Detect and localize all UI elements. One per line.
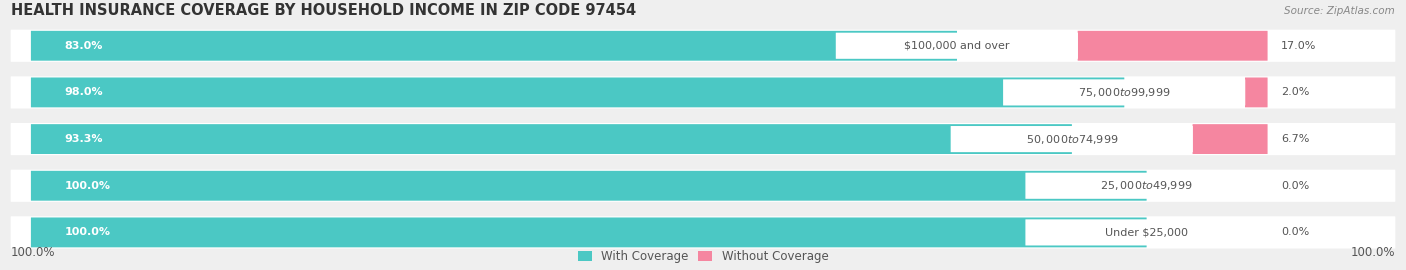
FancyBboxPatch shape — [31, 171, 1147, 201]
Text: 100.0%: 100.0% — [1351, 247, 1395, 259]
FancyBboxPatch shape — [11, 170, 1395, 202]
FancyBboxPatch shape — [31, 217, 1147, 247]
FancyBboxPatch shape — [11, 123, 1395, 155]
FancyBboxPatch shape — [31, 31, 957, 61]
FancyBboxPatch shape — [1077, 31, 1268, 61]
Text: 100.0%: 100.0% — [65, 181, 111, 191]
Text: 0.0%: 0.0% — [1281, 181, 1309, 191]
FancyBboxPatch shape — [1192, 124, 1268, 154]
FancyBboxPatch shape — [1025, 219, 1268, 245]
FancyBboxPatch shape — [11, 216, 1395, 248]
Text: Under $25,000: Under $25,000 — [1105, 227, 1188, 237]
FancyBboxPatch shape — [1025, 173, 1268, 199]
FancyBboxPatch shape — [950, 126, 1192, 152]
Text: HEALTH INSURANCE COVERAGE BY HOUSEHOLD INCOME IN ZIP CODE 97454: HEALTH INSURANCE COVERAGE BY HOUSEHOLD I… — [11, 3, 636, 18]
Text: 100.0%: 100.0% — [65, 227, 111, 237]
Text: $100,000 and over: $100,000 and over — [904, 41, 1010, 51]
FancyBboxPatch shape — [11, 30, 1395, 62]
Text: 93.3%: 93.3% — [65, 134, 103, 144]
FancyBboxPatch shape — [1244, 77, 1268, 107]
FancyBboxPatch shape — [31, 77, 1125, 107]
FancyBboxPatch shape — [11, 76, 1395, 109]
Text: Source: ZipAtlas.com: Source: ZipAtlas.com — [1284, 6, 1395, 16]
FancyBboxPatch shape — [1002, 79, 1246, 106]
Text: $75,000 to $99,999: $75,000 to $99,999 — [1078, 86, 1170, 99]
Text: 6.7%: 6.7% — [1281, 134, 1309, 144]
Text: 0.0%: 0.0% — [1281, 227, 1309, 237]
FancyBboxPatch shape — [835, 33, 1078, 59]
Text: 83.0%: 83.0% — [65, 41, 103, 51]
FancyBboxPatch shape — [31, 124, 1071, 154]
Text: 100.0%: 100.0% — [11, 247, 55, 259]
Text: $50,000 to $74,999: $50,000 to $74,999 — [1025, 133, 1118, 146]
Legend: With Coverage, Without Coverage: With Coverage, Without Coverage — [572, 245, 834, 268]
Text: 98.0%: 98.0% — [65, 87, 103, 97]
Text: $25,000 to $49,999: $25,000 to $49,999 — [1101, 179, 1192, 192]
Text: 17.0%: 17.0% — [1281, 41, 1316, 51]
Text: 2.0%: 2.0% — [1281, 87, 1309, 97]
